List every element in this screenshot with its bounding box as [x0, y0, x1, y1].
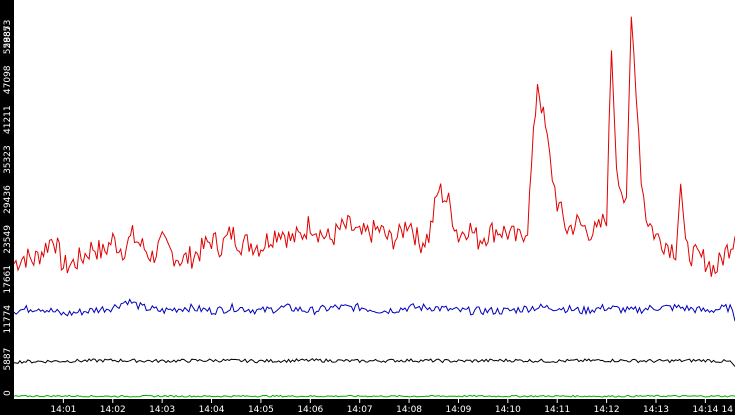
- series-line-1: [13, 298, 735, 322]
- x-tick-label: 14:11: [544, 405, 570, 415]
- y-tick-label: 23549: [3, 225, 13, 254]
- x-tick-label: 14:14: [692, 405, 718, 415]
- y-tick-label: 11774: [3, 305, 13, 334]
- x-tick-label: 14:02: [100, 405, 126, 415]
- x-tick-label: 14:12: [594, 405, 620, 415]
- x-tick-label: 14:13: [643, 405, 669, 415]
- x-tick-label: 14:08: [396, 405, 422, 415]
- y-tick-label: 47098: [3, 65, 13, 94]
- y-tick-label: 5887: [3, 348, 13, 371]
- x-tick-label: 14:10: [495, 405, 521, 415]
- y-tick-label: 29436: [3, 185, 13, 214]
- x-axis-ticks: 14:01 14:02 14:03 14:04 14:05 14:06 14:07 14:08…: [50, 399, 734, 415]
- y-tick-label: 0: [3, 390, 13, 396]
- y-axis-band: [0, 0, 14, 415]
- series-layer: [13, 16, 735, 398]
- series-line-3: [13, 394, 735, 398]
- x-tick-label: 14:07: [347, 405, 373, 415]
- y-tick-label: 35323: [3, 145, 13, 174]
- y-tick-label: 58873: [3, 20, 13, 49]
- series-line-2: [13, 358, 735, 367]
- y-tick-label: 52985: [3, 26, 13, 55]
- y-tick-label: 17661: [3, 265, 13, 294]
- x-tick-label: 14:06: [297, 405, 323, 415]
- x-tick-label: 14:05: [248, 405, 274, 415]
- x-tick-label: 14:09: [445, 405, 471, 415]
- y-tick-label: 41211: [3, 105, 13, 134]
- x-axis-band: [0, 399, 735, 415]
- series-line-0: [13, 16, 735, 277]
- x-tick-label: 14:04: [199, 405, 225, 415]
- y-axis-ticks: 0 5887 11774 17661 23549 29436 35323 41211 47098…: [3, 20, 13, 396]
- x-tick-label: 14:01: [50, 405, 76, 415]
- x-tick-label: 14: [722, 405, 734, 415]
- x-tick-label: 14:03: [149, 405, 175, 415]
